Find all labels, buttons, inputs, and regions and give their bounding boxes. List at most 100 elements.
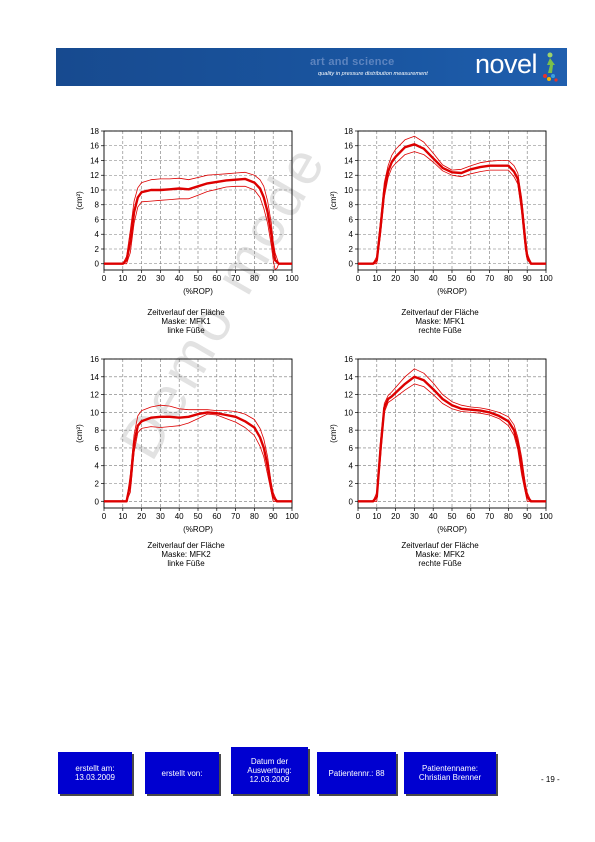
x-tick-label: 80: [504, 274, 513, 283]
y-tick-label: 8: [95, 426, 100, 435]
x-tick-label: 90: [523, 512, 532, 521]
y-tick-label: 4: [349, 230, 354, 239]
y-tick-label: 2: [349, 480, 354, 489]
x-tick-label: 50: [194, 512, 203, 521]
footer-created-on: erstellt am: 13.03.2009: [58, 752, 132, 794]
x-tick-label: 80: [250, 512, 259, 521]
x-tick-label: 100: [539, 274, 553, 283]
y-tick-label: 8: [349, 201, 354, 210]
y-tick-label: 0: [349, 497, 354, 506]
logo-figure-icon: [543, 52, 558, 82]
y-tick-label: 14: [90, 373, 99, 382]
x-tick-label: 20: [137, 512, 146, 521]
caption-line: Maske: MFK1: [415, 317, 465, 326]
y-tick-label: 10: [90, 408, 99, 417]
patient-number: Patientennr.: 88: [328, 768, 385, 778]
series-line-lower: [104, 413, 292, 502]
x-tick-label: 80: [250, 274, 259, 283]
caption-line: Maske: MFK2: [415, 550, 465, 559]
y-tick-label: 16: [344, 355, 353, 364]
y-tick-label: 8: [349, 426, 354, 435]
brand-tagline: art and science: [310, 56, 395, 68]
x-tick-label: 40: [429, 512, 438, 521]
x-tick-label: 30: [410, 274, 419, 283]
chart-mfk1-right: 0 10 20 30 40 50 60 70 80 90 100 0 2 4 6 8 10 12 14 16 18 (%R…: [329, 127, 560, 300]
y-tick-label: 6: [349, 444, 354, 453]
x-tick-label: 70: [231, 274, 240, 283]
series-line-mean: [104, 411, 292, 503]
series-line-mean: [358, 375, 546, 503]
created-on-label: erstellt am:: [75, 764, 115, 773]
y-tick-label: 12: [90, 171, 99, 180]
caption-line: rechte Füße: [418, 559, 462, 568]
x-tick-label: 10: [118, 274, 127, 283]
caption-mfk1-left: Zeitverlauf der Fläche Maske: MFK1 linke…: [96, 308, 276, 335]
brand-logo: novel: [475, 49, 538, 79]
x-tick-label: 50: [448, 512, 457, 521]
x-tick-label: 60: [466, 274, 475, 283]
caption-line: Zeitverlauf der Fläche: [147, 541, 225, 550]
y-tick-label: 12: [90, 391, 99, 400]
x-tick-label: 20: [391, 512, 400, 521]
x-tick-label: 60: [212, 274, 221, 283]
y-tick-label: 4: [95, 230, 100, 239]
caption-mfk1-right: Zeitverlauf der Fläche Maske: MFK1 recht…: [350, 308, 530, 335]
x-tick-label: 40: [175, 274, 184, 283]
x-tick-label: 10: [118, 512, 127, 521]
x-tick-label: 80: [504, 512, 513, 521]
x-tick-label: 30: [156, 512, 165, 521]
x-tick-label: 70: [485, 274, 494, 283]
y-tick-label: 2: [349, 245, 354, 254]
y-tick-label: 16: [90, 142, 99, 151]
series-line-lower: [358, 383, 546, 502]
y-axis-label: (cm²): [329, 424, 338, 443]
x-tick-label: 40: [175, 512, 184, 521]
header-banner: art and science quality in pressure dist…: [56, 48, 567, 86]
brand-subtitle: quality in pressure distribution measure…: [318, 71, 428, 77]
x-tick-label: 90: [269, 512, 278, 521]
x-axis-label: (%ROP): [183, 525, 213, 534]
y-tick-label: 14: [344, 373, 353, 382]
y-tick-label: 12: [344, 391, 353, 400]
x-tick-label: 100: [539, 512, 553, 521]
x-tick-label: 60: [466, 512, 475, 521]
y-tick-label: 16: [344, 142, 353, 151]
chart-mfk2-left: 0 10 20 30 40 50 60 70 80 90 100 0 2 4 6 8 10 12 14 16 (%ROP…: [75, 355, 306, 538]
y-tick-label: 10: [90, 186, 99, 195]
x-tick-label: 60: [212, 512, 221, 521]
series-line-upper: [104, 404, 292, 502]
y-tick-label: 4: [349, 462, 354, 471]
y-tick-label: 6: [95, 444, 100, 453]
y-axis-label: (cm²): [75, 191, 84, 210]
y-tick-label: 0: [349, 260, 354, 269]
patient-name-label: Patientenname:: [421, 764, 479, 773]
x-tick-label: 0: [356, 274, 361, 283]
y-tick-label: 2: [95, 245, 100, 254]
y-tick-label: 0: [95, 497, 100, 506]
y-tick-label: 4: [95, 462, 100, 471]
caption-line: linke Füße: [167, 559, 205, 568]
series-line-lower: [104, 185, 292, 271]
caption-mfk2-right: Zeitverlauf der Fläche Maske: MFK2 recht…: [350, 541, 530, 568]
series-line-lower: [358, 151, 546, 265]
x-tick-label: 10: [372, 274, 381, 283]
chart-mfk2-right: 0 10 20 30 40 50 60 70 80 90 100 0 2 4 6 8 10 12 14 16 (%ROP…: [329, 355, 560, 538]
x-tick-label: 20: [137, 274, 146, 283]
x-axis-label: (%ROP): [437, 287, 467, 296]
caption-mfk2-left: Zeitverlauf der Fläche Maske: MFK2 linke…: [96, 541, 276, 568]
y-tick-label: 6: [95, 215, 100, 224]
x-tick-label: 0: [102, 274, 107, 283]
y-tick-label: 10: [344, 186, 353, 195]
x-tick-label: 70: [485, 512, 494, 521]
caption-line: linke Füße: [167, 326, 205, 335]
x-tick-label: 30: [156, 274, 165, 283]
y-tick-label: 18: [344, 127, 353, 136]
footer-patient-name: Patientenname: Christian Brenner: [404, 752, 496, 794]
caption-line: Zeitverlauf der Fläche: [401, 541, 479, 550]
x-tick-label: 0: [356, 512, 361, 521]
x-axis-label: (%ROP): [437, 525, 467, 534]
x-tick-label: 100: [285, 274, 299, 283]
y-tick-label: 2: [95, 480, 100, 489]
series-line-mean: [104, 177, 292, 265]
x-tick-label: 70: [231, 512, 240, 521]
